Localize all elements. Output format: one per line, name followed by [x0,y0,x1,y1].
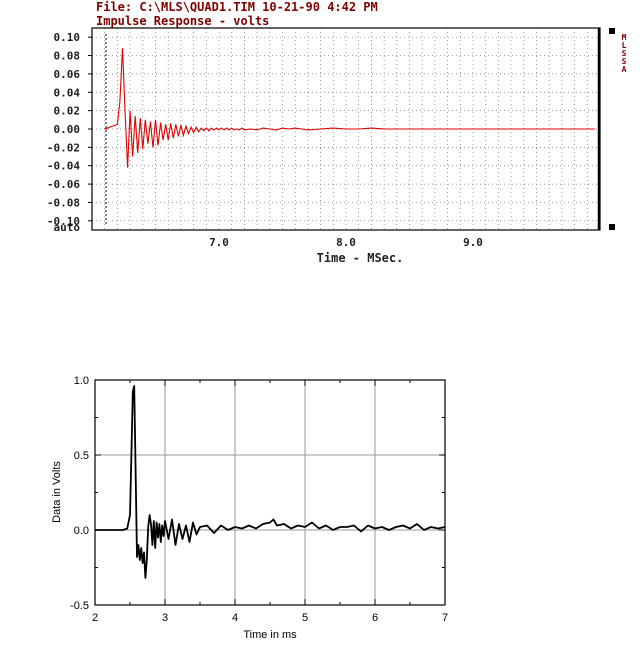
top-right-marker-square [609,224,615,230]
bottom-x-tick-label: 2 [92,612,98,624]
top-chart-tick-labels: 0.10 0.08 0.06 0.04 0.02 0.00 -0.02 -0.04 -0.06 -… [47,31,483,249]
top-chart-title: Impulse Response - volts [96,14,270,28]
top-chart-x-axis-label: Time - MSec. [317,251,404,265]
top-y-tick-label: -0.10 [47,215,80,228]
top-right-marker-square [609,28,615,34]
bottom-x-tick-label: 4 [232,612,238,624]
bottom-y-tick-label: -0.5 [70,600,89,612]
top-y-tick-label: -0.02 [47,141,80,154]
bottom-series-line [95,385,446,579]
top-y-tick-label: 0.08 [54,50,81,63]
bottom-y-tick-label: 1.0 [74,375,89,387]
bottom-chart-y-axis-label: Data in Volts [51,461,63,523]
mlssa-side-letter: L [622,41,627,50]
bottom-chart-grid [95,380,445,605]
top-chart: 0.10 0.08 0.06 0.04 0.02 0.00 -0.02 -0.04 -0.06 -… [47,27,627,265]
bottom-chart-axes [94,379,446,606]
file-info-line: File: C:\MLS\QUAD1.TIM 10-21-90 4:42 PM [96,0,378,14]
mlssa-side-letter: A [622,65,627,74]
top-y-tick-label: 0.02 [54,105,81,118]
top-y-tick-label: 0.04 [54,86,81,99]
bottom-y-tick-label: 0.5 [74,450,89,462]
bottom-x-tick-label: 3 [162,612,168,624]
top-y-tick-label: -0.06 [47,178,80,191]
bottom-chart-x-axis-label: Time in ms [243,629,297,641]
top-y-tick-label: 0.10 [54,31,81,44]
top-series-line [104,48,595,168]
bottom-x-tick-label: 6 [372,612,378,624]
top-chart-header: File: C:\MLS\QUAD1.TIM 10-21-90 4:42 PM … [96,0,378,28]
top-x-tick-label: 8.0 [336,236,356,249]
bottom-y-tick-label: 0.0 [74,525,89,537]
top-y-tick-label: -0.04 [47,160,80,173]
top-y-tick-label: 0.06 [54,68,81,81]
mlssa-side-letter: M [622,33,627,42]
top-y-tick-label: 0.00 [54,123,81,136]
bottom-x-tick-label: 7 [442,612,448,624]
top-chart-auto-label: auto [54,221,81,234]
bottom-x-tick-label: 5 [302,612,308,624]
top-x-tick-label: 9.0 [463,236,483,249]
top-chart-series [104,48,595,168]
mlssa-side-letter: S [622,49,627,58]
bottom-chart-series [95,385,446,579]
bottom-chart-tick-labels: 1.0 0.5 0.0 -0.52 3 4 5 6 7 [70,375,448,624]
bottom-plot-frame [94,379,446,606]
mlssa-side-letter: S [622,57,627,66]
top-x-tick-label: 7.0 [209,236,229,249]
top-y-tick-label: -0.08 [47,196,80,209]
